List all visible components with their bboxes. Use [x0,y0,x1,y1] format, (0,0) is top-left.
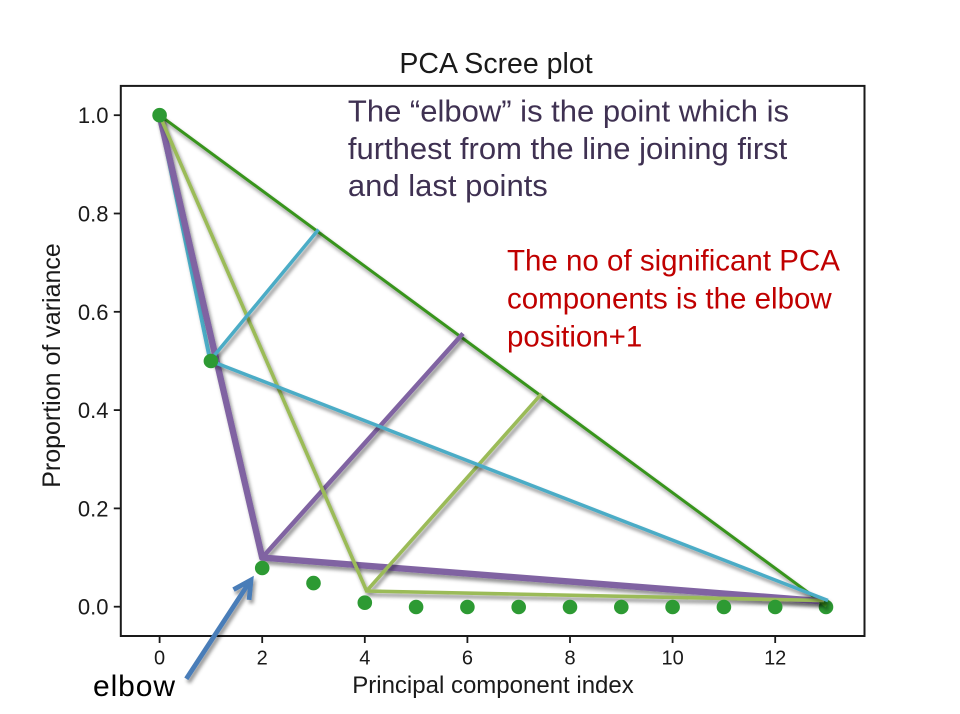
svg-text:elbow: elbow [93,670,176,703]
svg-text:0.4: 0.4 [78,398,109,423]
svg-text:components is the elbow: components is the elbow [507,283,832,316]
svg-text:furthest from the line joining: furthest from the line joining first [348,131,788,166]
svg-text:4: 4 [359,648,370,670]
svg-text:Principal component index: Principal component index [352,672,634,699]
svg-text:1.0: 1.0 [78,103,109,128]
svg-text:8: 8 [564,648,575,670]
svg-text:The “elbow” is the point which: The “elbow” is the point which is [348,94,789,129]
svg-text:10: 10 [661,648,683,670]
svg-text:0: 0 [154,648,165,670]
svg-text:0.8: 0.8 [78,202,109,227]
svg-text:position+1: position+1 [507,321,642,354]
svg-text:6: 6 [462,648,473,670]
svg-text:and last points: and last points [348,168,548,203]
svg-text:0.0: 0.0 [78,595,109,620]
svg-text:Proportion of variance: Proportion of variance [38,243,66,488]
svg-text:2: 2 [257,648,268,670]
svg-text:PCA Scree plot: PCA Scree plot [399,48,592,80]
svg-text:0.2: 0.2 [78,496,109,521]
svg-text:The no of significant PCA: The no of significant PCA [507,245,840,278]
svg-text:12: 12 [764,648,786,670]
svg-text:0.6: 0.6 [78,300,109,325]
